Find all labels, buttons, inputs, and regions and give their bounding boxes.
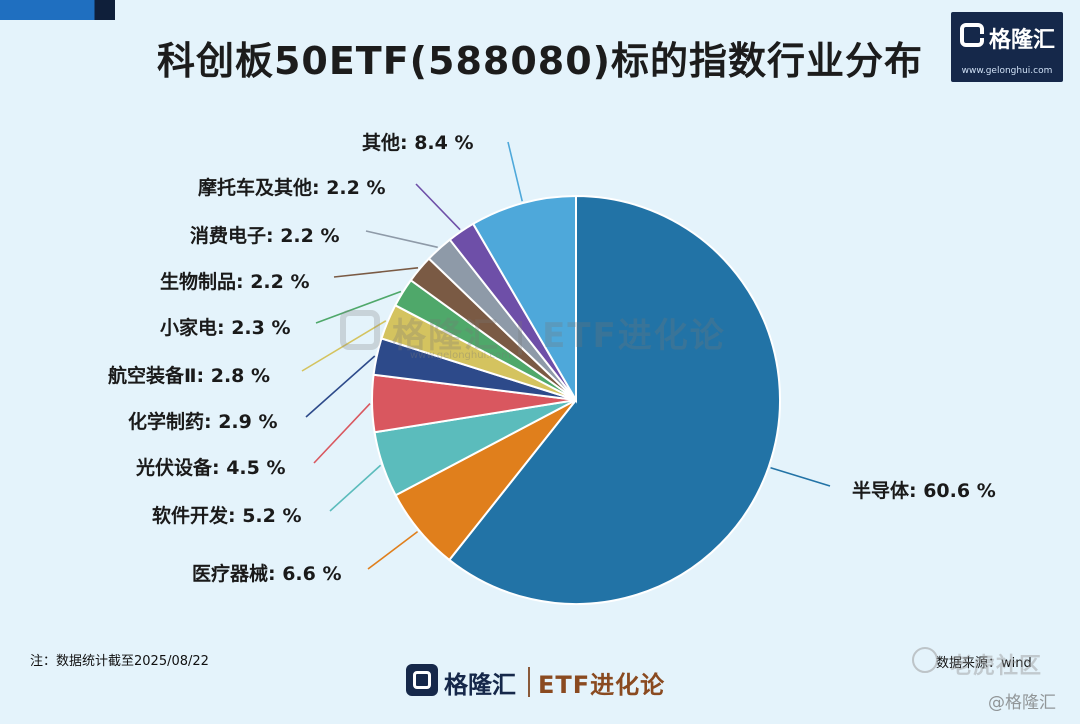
tiger-icon [912,647,938,673]
footer-g-icon [406,664,438,696]
slice-label-10: 其他: 8.4 % [362,132,474,154]
leader-line-1 [367,531,419,570]
leader-line-2 [329,464,382,512]
slice-label-2: 软件开发: 5.2 % [152,505,302,527]
footer-logo: 格隆汇 ETF进化论 [406,661,696,701]
slice-label-9: 摩托车及其他: 2.2 % [198,177,386,199]
chart-title: 科创板50ETF(588080)标的指数行业分布 [156,39,924,83]
footer-brand: 格隆汇 [444,671,516,699]
corner-accent-bar [0,0,115,20]
footer-divider [528,667,530,697]
leader-line-0 [770,466,831,487]
pie-slice-0 [447,194,781,605]
watermark-center: 格隆汇 | ETF进化论 [392,316,726,356]
footnote: 注：数据统计截至2025/08/22 [30,654,209,669]
slice-label-7: 生物制品: 2.2 % [160,271,310,293]
slice-label-8: 消费电子: 2.2 % [190,225,340,247]
slice-label-0: 半导体: 60.6 % [852,480,996,502]
leader-line-3 [313,403,371,464]
leader-line-4 [305,355,376,418]
logo-g-icon [960,23,984,47]
brand-logo: 格隆汇 www.gelonghui.com [951,12,1063,82]
leader-line-6 [315,290,402,324]
slice-label-6: 小家电: 2.3 % [160,317,291,339]
pie-slice-10 [471,194,577,404]
watermark-handle: @格隆汇 [988,693,1056,713]
watermark-url: www.gelonghui.com [410,350,511,361]
leader-line-10 [507,141,523,202]
logo-url: www.gelonghui.com [961,66,1053,76]
leader-line-7 [333,267,419,278]
watermark-g-icon [340,310,380,350]
leader-line-8 [365,230,438,249]
leader-line-9 [415,183,461,231]
watermark-tiger: 老虎社区 [950,654,1043,679]
slice-label-3: 光伏设备: 4.5 % [136,457,286,479]
logo-text: 格隆汇 [989,28,1056,53]
data-source: 数据来源：wind [936,656,1032,671]
footer-tag: ETF进化论 [538,671,666,699]
slice-label-4: 化学制药: 2.9 % [128,411,278,433]
slice-label-5: 航空装备Ⅱ: 2.8 % [108,365,271,387]
slice-label-1: 医疗器械: 6.6 % [192,563,342,585]
